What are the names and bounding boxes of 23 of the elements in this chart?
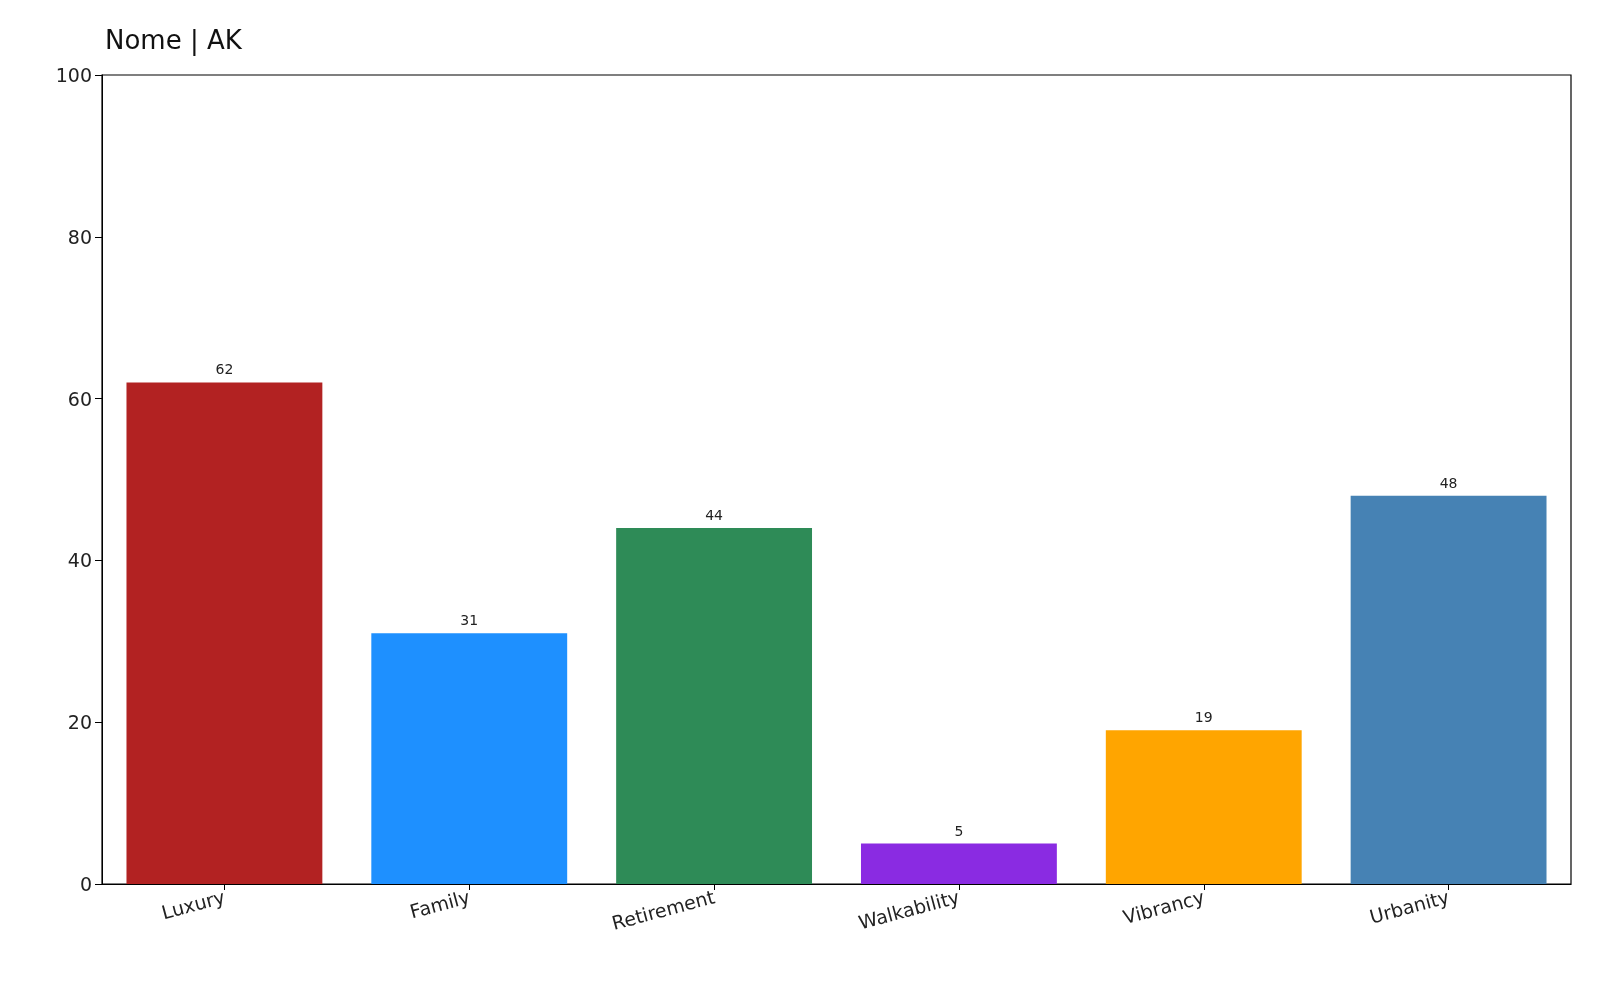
bar [371, 633, 568, 884]
data-label: 48 [1439, 474, 1458, 491]
data-label: 19 [1194, 709, 1213, 726]
y-tick-label: 100 [55, 64, 92, 86]
data-label: 31 [460, 612, 479, 629]
y-tick-label: 80 [67, 225, 92, 248]
data-label: 44 [705, 507, 724, 524]
y-tick-label: 20 [67, 711, 92, 734]
y-tick-label: 0 [79, 873, 92, 895]
x-tick-label: Urbanity [1367, 885, 1452, 928]
bar [1105, 730, 1302, 884]
y-tick-label: 40 [67, 549, 92, 572]
x-tick-label: Vibrancy [1120, 885, 1207, 929]
y-tick-label: 60 [67, 387, 92, 410]
bar [1350, 495, 1547, 884]
data-label: 5 [954, 822, 964, 839]
bar [860, 843, 1057, 884]
bar [616, 528, 813, 884]
chart-title: Nome | AK [105, 25, 243, 56]
x-tick-label: Luxury [159, 885, 228, 924]
data-label: 62 [215, 361, 234, 378]
bar [126, 382, 323, 884]
x-tick-label: Family [407, 885, 473, 923]
